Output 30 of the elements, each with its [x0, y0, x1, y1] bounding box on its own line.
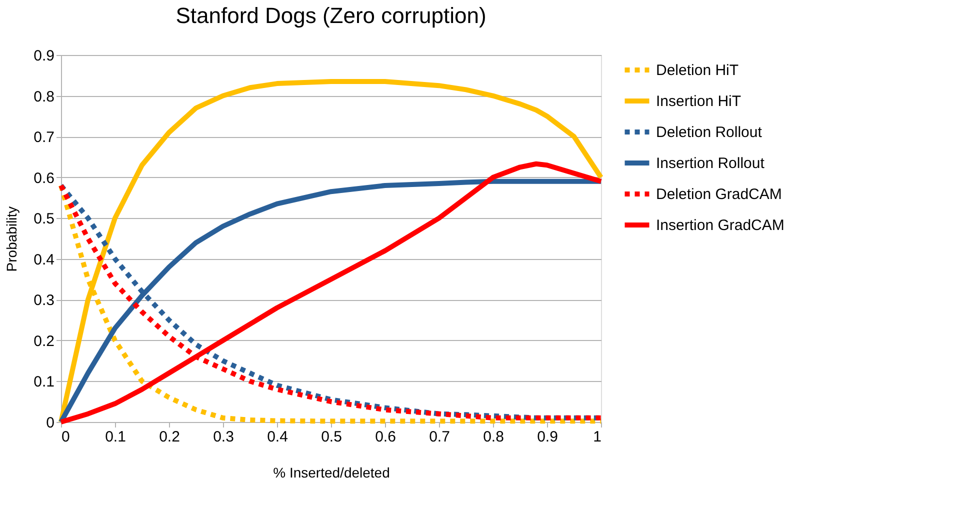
chart-title: Stanford Dogs (Zero corruption)	[176, 3, 486, 28]
x-axis-title: % Inserted/deleted	[273, 464, 390, 480]
x-tick-label: 0.8	[483, 428, 504, 446]
x-tick-label: 0.7	[429, 428, 450, 446]
y-tick-label: 0.9	[34, 48, 54, 64]
x-tick-label: 0	[62, 428, 70, 446]
x-tick-label: 0.1	[105, 428, 126, 446]
legend-label: Insertion HiT	[656, 93, 742, 110]
y-tick-label: 0.2	[34, 332, 54, 350]
y-tick-label: 0	[46, 414, 54, 432]
x-tick-label: 1	[593, 428, 602, 446]
y-tick-label: 0.5	[34, 210, 54, 228]
x-tick-label: 0.6	[375, 428, 396, 446]
legend-label: Deletion Rollout	[656, 124, 763, 141]
y-tick-label: 0.6	[34, 170, 54, 187]
y-tick-label: 0.8	[34, 88, 54, 106]
x-tick-label: 0.3	[213, 428, 234, 446]
y-tick-label: 0.4	[34, 251, 54, 268]
legend-label: Deletion GradCAM	[656, 186, 782, 203]
y-tick-label: 0.1	[34, 374, 54, 391]
legend-label: Insertion Rollout	[656, 155, 766, 172]
x-tick-label: 0.2	[159, 428, 180, 446]
x-tick-label: 0.9	[537, 428, 558, 446]
y-tick-label: 0.3	[34, 292, 54, 310]
legend-label: Insertion GradCAM	[656, 217, 784, 234]
legend-label: Deletion HiT	[656, 62, 739, 79]
x-tick-label: 0.5	[321, 428, 342, 446]
y-tick-label: 0.7	[34, 129, 54, 146]
x-tick-label: 0.4	[267, 428, 288, 446]
y-axis-title: Probability	[4, 206, 20, 272]
